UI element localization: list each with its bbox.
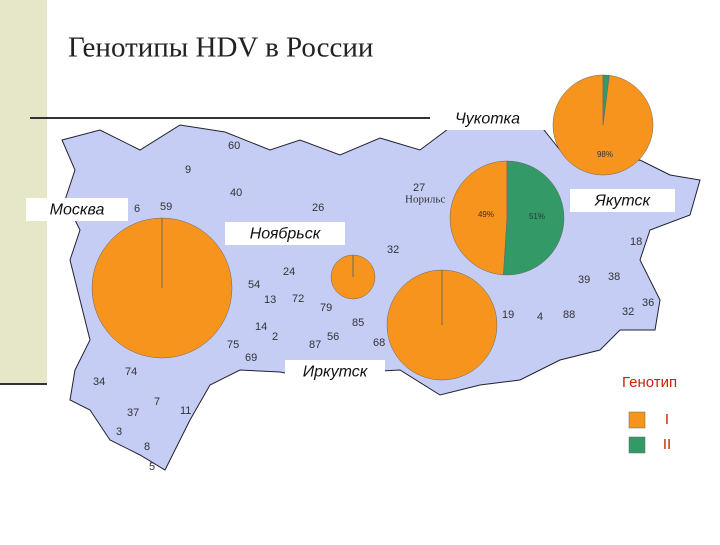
region-number: 37 (127, 407, 139, 419)
region-number: 60 (228, 140, 240, 152)
legend-swatch (628, 436, 646, 454)
region-number: 54 (248, 279, 260, 291)
region-number: 27 (413, 182, 425, 194)
region-number: 24 (283, 266, 295, 278)
region-number: 3 (116, 426, 122, 438)
legend-title: Генотип (622, 374, 677, 391)
value-label: 98% (597, 150, 613, 159)
pie-label: Москва (50, 202, 105, 219)
region-number: 4 (537, 311, 543, 323)
region-number: 68 (373, 337, 385, 349)
region-number: 79 (320, 302, 332, 314)
region-number: 88 (563, 309, 575, 321)
region-number: 85 (352, 317, 364, 329)
region-number: 14 (255, 321, 267, 333)
pie-label: Якутск (594, 193, 652, 210)
region-number: 40 (230, 187, 242, 199)
pie-slice (503, 160, 565, 276)
region-number: 36 (642, 297, 654, 309)
value-label: 49% (478, 210, 494, 219)
pie-slice (449, 160, 508, 276)
region-number: 56 (327, 331, 339, 343)
region-number: 7 (154, 396, 160, 408)
region-number: 69 (245, 352, 257, 364)
city-label: Норильс (405, 194, 445, 206)
region-number: 9 (185, 164, 191, 176)
pie-label: Ноябрьск (250, 226, 322, 243)
region-number: 72 (292, 293, 304, 305)
region-number: 39 (578, 274, 590, 286)
pies: 98% Чукотка Москва Ноябрьск 49% 51% Якутск Ирку… (26, 74, 675, 383)
region-number: 38 (608, 271, 620, 283)
region-number: 59 (160, 201, 172, 213)
region-number: 32 (622, 306, 634, 318)
label-box (570, 189, 675, 212)
legend: Генотип III (622, 374, 677, 454)
region-number: 8 (144, 441, 150, 453)
region-number: 13 (264, 294, 276, 306)
region-number: 74 (125, 366, 137, 378)
legend-swatch (628, 411, 646, 429)
region-number: 32 (387, 244, 399, 256)
region-number: 87 (309, 339, 321, 351)
region-number: 6 (134, 203, 140, 215)
label-box (285, 360, 385, 383)
value-label: 51% (529, 212, 545, 221)
legend-label: I (665, 411, 669, 428)
region-number: 11 (180, 405, 191, 417)
slide-title: Генотипы HDV в России (68, 32, 373, 64)
label-box (430, 107, 545, 130)
pie-label: Иркутск (303, 364, 369, 381)
region-number: 26 (312, 202, 324, 214)
region-number: 19 (502, 309, 514, 321)
pie-label: Чукотка (455, 111, 520, 128)
label-box (26, 198, 128, 221)
side-bar (0, 0, 47, 385)
region-number: 75 (227, 339, 239, 351)
pie-slice (602, 74, 610, 126)
region-number: 18 (630, 236, 642, 248)
legend-label: II (663, 436, 671, 453)
region-number: 34 (93, 376, 105, 388)
region-number: 5 (149, 461, 155, 473)
label-box (225, 222, 345, 245)
region-number: 2 (272, 331, 278, 343)
